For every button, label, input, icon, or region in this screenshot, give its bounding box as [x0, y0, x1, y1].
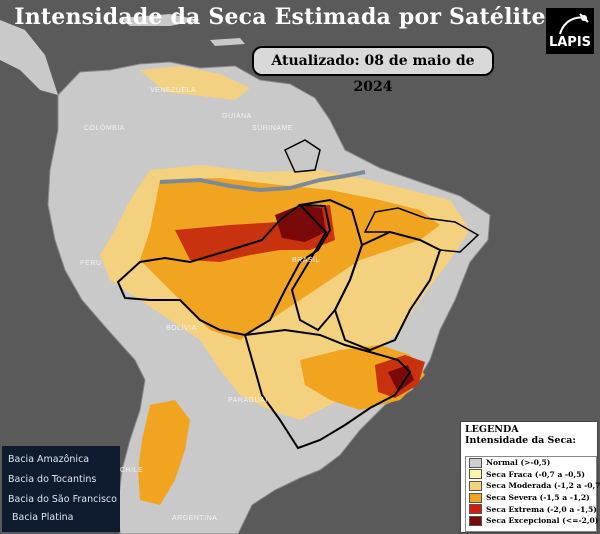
legend-title: LEGENDA [465, 424, 519, 435]
basin-border-platina [243, 328, 412, 450]
map-title: Intensidade da Seca Estimada por Satélit… [14, 4, 546, 30]
basin-border-guianas [284, 139, 321, 173]
drought-exceptional-area-southeast [388, 365, 414, 392]
legend-label: Seca Fraca (-0,7 a -0,5) [486, 469, 585, 479]
basins-panel: Bacia Amazônica Bacia do Tocantins Bacia… [2, 446, 120, 532]
legend-swatch [469, 480, 482, 491]
lapis-logo: LAPIS [546, 8, 594, 54]
drought-severe-area [140, 178, 440, 340]
legend: LEGENDA Intensidade da Seca: Normal (>-0… [460, 421, 600, 533]
legend-swatch [469, 492, 482, 503]
basin-border-amazonica [116, 203, 332, 337]
label-bolivia: BOLÍVIA [166, 323, 197, 332]
legend-swatch [469, 515, 482, 526]
legend-item: Seca Extrema (-2,0 a -1,5) [466, 503, 597, 515]
amazon-river [159, 170, 366, 193]
legend-label: Seca Severa (-1,5 a -1,2) [486, 493, 590, 503]
label-argentina: ARGENTINA [172, 515, 217, 522]
update-date-badge: Atualizado: 08 de maio de 2024 [252, 46, 494, 95]
central-america-land [0, 20, 58, 95]
legend-item: Seca Moderada (-1,2 a -0,7) [466, 480, 600, 492]
legend-item: Normal (>-0,5) [466, 457, 596, 469]
legend-swatch [469, 457, 482, 468]
legend-label: Seca Moderada (-1,2 a -0,7) [486, 481, 600, 491]
label-peru: PERU [80, 260, 101, 267]
legend-subtitle: Intensidade da Seca: [465, 435, 576, 446]
label-chile: CHILE [120, 467, 143, 474]
logo-text: LAPIS [548, 35, 592, 50]
label-venezuela: VENEZUELA [150, 87, 196, 94]
caribbean-islands [120, 14, 245, 46]
label-colombia: COLÔMBIA [84, 123, 125, 132]
label-brasil: BRASIL [292, 257, 320, 264]
legend-item: Seca Severa (-1,5 a -1,2) [466, 492, 596, 504]
legend-swatch [469, 504, 482, 515]
basin-border-tocantins [290, 198, 364, 332]
legend-item: Seca Fraca (-0,7 a -0,5) [466, 469, 596, 481]
legend-label: Normal (>-0,5) [486, 458, 551, 468]
basin-border-northeast [363, 207, 480, 253]
satellite-icon [559, 13, 589, 35]
legend-items: Normal (>-0,5) Seca Fraca (-0,7 a -0,5) … [465, 456, 600, 532]
label-paraguai: PARAGUAI [228, 397, 268, 404]
legend-label: Seca Excepcional (<=-2,0) [486, 516, 599, 526]
basin-label-amazonica: Bacia Amazônica [8, 454, 90, 465]
basin-label-sao-francisco: Bacia do São Francisco [8, 494, 117, 505]
label-guiana: GUIANA [222, 113, 252, 120]
basin-label-platina: Bacia Platina [12, 512, 74, 523]
legend-swatch [469, 469, 482, 480]
legend-item: Seca Excepcional (<=-2,0) [466, 515, 599, 527]
drought-venezuela-area [140, 66, 250, 100]
drought-andes-area [138, 400, 190, 505]
basin-label-tocantins: Bacia do Tocantins [8, 474, 97, 485]
legend-label: Seca Extrema (-2,0 a -1,5) [486, 504, 597, 514]
label-suriname: SURINAME [252, 125, 293, 132]
